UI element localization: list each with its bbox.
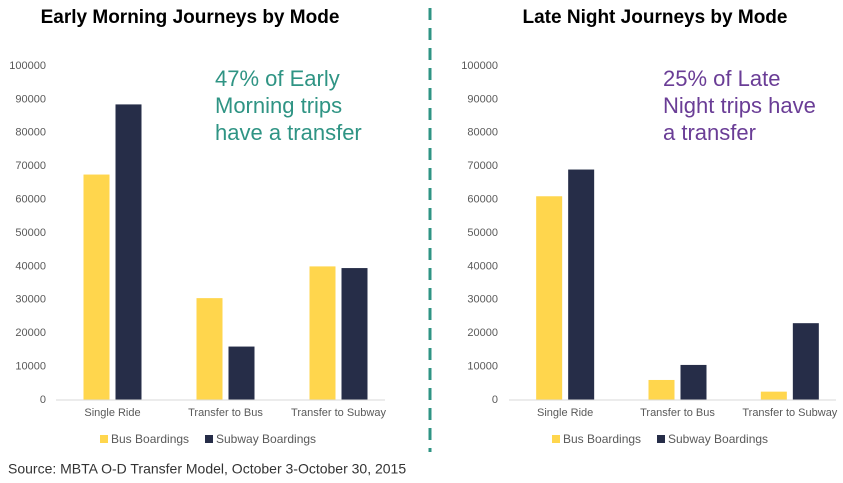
x-tick-label: Transfer to Subway <box>742 407 837 419</box>
annotation: a transfer <box>663 120 756 145</box>
y-tick-label: 70000 <box>15 160 46 172</box>
annotation: Night trips have <box>663 93 816 118</box>
bar <box>115 104 142 400</box>
y-tick-label: 100000 <box>9 60 46 72</box>
legend-swatch <box>205 435 213 443</box>
y-tick-label: 20000 <box>467 327 498 339</box>
y-tick-label: 60000 <box>467 194 498 206</box>
y-tick-label: 10000 <box>15 361 46 373</box>
annotation: 25% of Late <box>663 66 780 91</box>
y-tick-label: 30000 <box>467 294 498 306</box>
x-tick-label: Transfer to Bus <box>640 407 715 419</box>
annotation: 47% of Early <box>215 66 340 91</box>
y-tick-label: 90000 <box>15 93 46 105</box>
x-tick-label: Transfer to Bus <box>188 407 263 419</box>
chart-title: Late Night Journeys by Mode <box>523 7 788 28</box>
legend-label: Subway Boardings <box>668 432 768 446</box>
y-tick-label: 10000 <box>467 361 498 373</box>
annotation: Morning trips <box>215 93 342 118</box>
y-tick-label: 30000 <box>15 294 46 306</box>
y-tick-label: 80000 <box>467 127 498 139</box>
bar <box>83 174 110 400</box>
bar <box>792 323 819 400</box>
y-tick-label: 70000 <box>467 160 498 172</box>
legend-label: Subway Boardings <box>216 432 316 446</box>
y-tick-label: 100000 <box>461 60 498 72</box>
y-tick-label: 20000 <box>15 327 46 339</box>
legend-swatch <box>100 435 108 443</box>
y-tick-label: 0 <box>492 394 498 406</box>
y-tick-label: 60000 <box>15 194 46 206</box>
bar <box>309 266 336 400</box>
x-tick-label: Transfer to Subway <box>291 407 386 419</box>
legend-label: Bus Boardings <box>111 432 189 446</box>
x-tick-label: Single Ride <box>84 407 140 419</box>
legend-swatch <box>552 435 560 443</box>
y-tick-label: 0 <box>40 394 46 406</box>
source: Source: MBTA O-D Transfer Model, October… <box>8 461 406 477</box>
y-tick-label: 40000 <box>467 260 498 272</box>
bar <box>568 169 595 400</box>
bar <box>760 391 787 400</box>
y-tick-label: 40000 <box>15 260 46 272</box>
bar <box>341 268 368 400</box>
y-tick-label: 50000 <box>467 227 498 239</box>
bar <box>648 379 675 400</box>
x-tick-label: Single Ride <box>537 407 593 419</box>
legend-swatch <box>657 435 665 443</box>
annotation: have a transfer <box>215 120 362 145</box>
y-tick-label: 50000 <box>15 227 46 239</box>
y-tick-label: 90000 <box>467 93 498 105</box>
chart-title: Early Morning Journeys by Mode <box>41 7 340 28</box>
bar <box>680 364 707 400</box>
bar <box>196 298 223 400</box>
legend-label: Bus Boardings <box>563 432 641 446</box>
y-tick-label: 80000 <box>15 127 46 139</box>
bar <box>536 196 563 400</box>
bar <box>228 346 255 400</box>
